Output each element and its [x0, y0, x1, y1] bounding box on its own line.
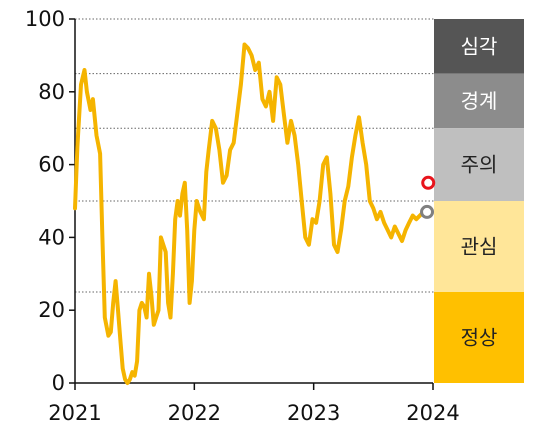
marker-layer: [420, 175, 436, 219]
endpoint-marker-0: [421, 175, 436, 190]
axes: [69, 18, 434, 390]
y-tick-label-4: 80: [38, 80, 65, 104]
y-tick-label-3: 60: [38, 153, 65, 177]
y-tick-label-5: 100: [25, 7, 65, 31]
x-tick-label-2: 2023: [287, 401, 340, 425]
band-0-label: 심각: [461, 34, 498, 58]
band-2-rect: [434, 128, 524, 201]
series-layer: [73, 42, 429, 385]
band-1-label: 경계: [461, 89, 498, 113]
grid-lines: [75, 18, 434, 293]
y-tick-label-1: 20: [38, 298, 65, 322]
band-4-label: 정상: [461, 326, 498, 350]
band-0-rect: [434, 19, 524, 74]
band-3-label: 관심: [461, 235, 498, 259]
y-tick-label-2: 40: [38, 225, 65, 249]
series-line-0: [73, 42, 429, 385]
y-tick-label-0: 0: [52, 371, 65, 395]
band-4-rect: [434, 292, 524, 383]
band-2-label: 주의: [461, 153, 498, 177]
band-3-rect: [434, 201, 524, 292]
band-1-rect: [434, 73, 524, 129]
x-tick-label-3: 2024: [406, 401, 459, 425]
endpoint-marker-1: [420, 204, 435, 219]
x-tick-label-1: 2022: [168, 401, 221, 425]
x-tick-label-0: 2021: [48, 401, 101, 425]
tick-labels: 0 20 40 60 80 100 2021 2022 2023 2024: [25, 7, 460, 425]
